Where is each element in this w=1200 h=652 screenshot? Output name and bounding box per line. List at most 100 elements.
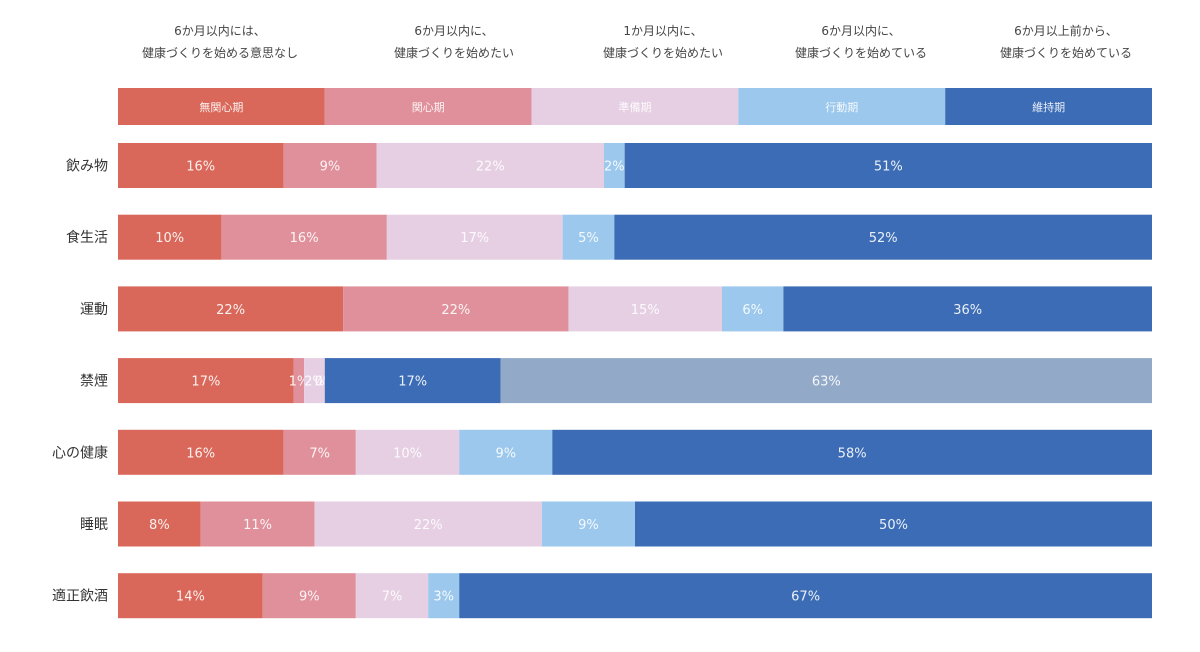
- description-line: 6か月以内には、: [174, 24, 266, 38]
- segment-label: 22%: [441, 303, 470, 318]
- segment-label: 52%: [869, 231, 898, 246]
- stage-band-segment: [118, 88, 325, 125]
- segment-label: 2%: [604, 160, 625, 175]
- segment-label: 22%: [414, 518, 443, 533]
- description-line: 6か月以内に、: [414, 24, 494, 38]
- segment-label: 50%: [879, 518, 908, 533]
- segment-label: 9%: [320, 160, 341, 175]
- segment-label: 17%: [460, 231, 489, 246]
- bar-segment: [293, 358, 305, 404]
- stage-band-segment: [324, 88, 532, 125]
- description-line: 健康づくりを始めたい: [602, 46, 723, 60]
- stage-description-preparation: 1か月以内に、 健康づくりを始めたい: [563, 20, 763, 64]
- description-line: 健康づくりを始めている: [999, 46, 1132, 60]
- segment-label: 8%: [149, 518, 170, 533]
- segment-label: 9%: [578, 518, 599, 533]
- bar-segment: [541, 501, 635, 547]
- bar-segment: [262, 573, 356, 619]
- bar-segment: [603, 143, 625, 188]
- row-label: 運動: [80, 302, 108, 318]
- bar-segment: [314, 501, 542, 547]
- bar-segment: [624, 143, 1152, 188]
- bar-segment: [221, 214, 387, 260]
- description-line: 6か月以上前から、: [1014, 24, 1118, 38]
- segment-label: 2%: [304, 375, 325, 390]
- bar-segment: [283, 143, 377, 188]
- bar-segment: [118, 286, 344, 332]
- description-line: 6か月以内に、: [821, 24, 901, 38]
- segment-label: 7%: [309, 446, 330, 461]
- row-label: 禁煙: [80, 374, 108, 390]
- stage-band-segment: [945, 88, 1152, 125]
- segment-label: 6%: [742, 303, 763, 318]
- row-label: 飲み物: [66, 159, 108, 175]
- segment-label: 3%: [433, 590, 454, 605]
- segment-label: 16%: [186, 446, 215, 461]
- bar-segment: [376, 143, 604, 188]
- segment-label: 7%: [382, 590, 403, 605]
- bar-segment: [428, 573, 460, 619]
- bar-segment: [783, 286, 1152, 332]
- bar-segment: [118, 358, 294, 404]
- row-label: 食生活: [66, 229, 108, 246]
- segment-label: 22%: [476, 160, 505, 175]
- stage-band-segment: [531, 88, 739, 125]
- bar-segment: [118, 143, 284, 188]
- bar-segment: [635, 501, 1152, 547]
- segment-label: 17%: [398, 375, 427, 390]
- bar-segment: [200, 501, 315, 547]
- segment-label: 5%: [578, 231, 599, 246]
- segment-label: 67%: [791, 590, 820, 605]
- segment-label: 17%: [191, 375, 220, 390]
- segment-label: 51%: [874, 160, 903, 175]
- segment-label: 9%: [495, 446, 516, 461]
- stage-description-action: 6か月以内に、 健康づくりを始めている: [761, 20, 961, 64]
- segment-label: 14%: [176, 590, 205, 605]
- bar-segment: [500, 358, 1153, 404]
- segment-label: 9%: [299, 590, 320, 605]
- bar-segment: [118, 214, 222, 260]
- stage-description-contemplation: 6か月以内に、 健康づくりを始めたい: [354, 20, 554, 64]
- description-line: 健康づくりを始めている: [794, 46, 927, 60]
- segment-label: 16%: [186, 160, 215, 175]
- segment-label: 15%: [631, 303, 660, 318]
- segment-label: 10%: [155, 231, 184, 246]
- stage-band-label: 無関心期: [199, 100, 243, 114]
- segment-label: 22%: [216, 303, 245, 318]
- description-line: 健康づくりを始めたい: [393, 46, 514, 60]
- segment-label: 10%: [393, 446, 422, 461]
- stage-band-label: 維持期: [1032, 100, 1065, 114]
- segment-label: 1%: [289, 375, 310, 390]
- segment-label: 63%: [812, 375, 841, 390]
- bar-segment: [459, 573, 1153, 619]
- bar-segment: [118, 573, 263, 619]
- description-line: 1か月以内に、: [623, 24, 703, 38]
- row-label: 睡眠: [80, 517, 108, 533]
- description-line: 健康づくりを始める意思なし: [141, 46, 298, 60]
- bar-segment: [568, 286, 723, 332]
- bar-segment: [324, 358, 501, 404]
- stage-band-label: 関心期: [412, 101, 445, 114]
- bar-segment: [304, 358, 325, 404]
- bar-segment: [562, 214, 615, 260]
- segment-label: 11%: [243, 518, 272, 533]
- row-label: 適正飲酒: [52, 588, 108, 605]
- stage-band-label: 準備期: [619, 100, 652, 114]
- bar-segment: [118, 501, 201, 547]
- stage-band-label: 行動期: [825, 100, 858, 114]
- row-label: 心の健康: [52, 444, 108, 461]
- bar-segment: [552, 429, 1152, 475]
- bar-segment: [118, 429, 284, 475]
- bar-segment: [355, 429, 460, 475]
- bar-segment: [343, 286, 569, 332]
- bar-segment: [722, 286, 784, 332]
- bar-segment: [614, 214, 1152, 260]
- bar-segment: [459, 429, 553, 475]
- bar-segment: [386, 214, 563, 260]
- stage-band-segment: [738, 88, 946, 125]
- bar-segment: [355, 573, 429, 619]
- segment-label: 36%: [953, 303, 982, 318]
- stage-description-precontemplation: 6か月以内には、 健康づくりを始める意思なし: [120, 20, 320, 64]
- segment-label: 16%: [290, 231, 319, 246]
